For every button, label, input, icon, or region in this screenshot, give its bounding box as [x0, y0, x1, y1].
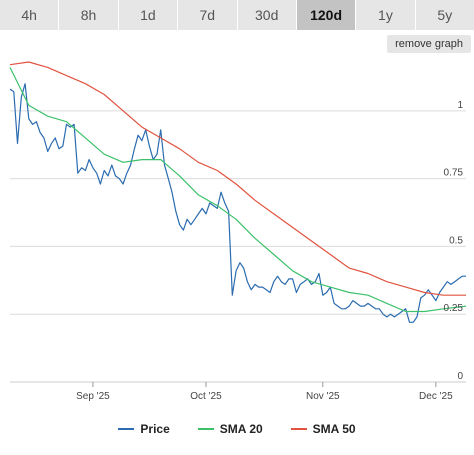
y-tick-label: 0.75 [444, 168, 464, 179]
chart-legend: Price SMA 20 SMA 50 [0, 419, 474, 439]
grid-lines [10, 110, 466, 383]
tab-1d[interactable]: 1d [118, 0, 178, 30]
legend-item-sma-20[interactable]: SMA 20 [197, 422, 263, 436]
price-chart: 0 0.25 0.5 0.75 1 Sep '25 Oct '25 Nov '25 Dec '2… [9, 61, 467, 402]
sma-20-line [9, 67, 467, 313]
price-line [9, 83, 466, 323]
legend-label-sma-50: SMA 50 [312, 422, 356, 436]
axis-ticks: 0 0.25 0.5 0.75 1 Sep '25 Oct '25 Nov '25 Dec '2… [76, 100, 463, 402]
legend-label-sma-20: SMA 20 [219, 422, 263, 436]
x-tick-label: Nov '25 [306, 391, 340, 402]
tab-4h[interactable]: 4h [0, 0, 59, 30]
tab-1y[interactable]: 1y [356, 0, 415, 30]
sma-50-line [9, 61, 466, 296]
tab-7d[interactable]: 7d [178, 0, 237, 30]
legend-item-sma-50[interactable]: SMA 50 [290, 422, 356, 436]
x-tick-label: Oct '25 [190, 391, 222, 402]
y-tick-label: 0.25 [444, 303, 464, 314]
tab-30d[interactable]: 30d [237, 0, 296, 30]
tab-120d[interactable]: 120d [296, 0, 356, 30]
legend-swatch-sma-20 [197, 428, 214, 430]
legend-swatch-sma-50 [290, 428, 307, 430]
y-tick-label: 0.5 [449, 235, 463, 246]
y-tick-label: 1 [457, 100, 463, 111]
series-lines [9, 61, 467, 323]
legend-label-price: Price [140, 422, 170, 436]
x-tick-label: Sep '25 [76, 391, 110, 402]
y-tick-label: 0 [457, 371, 463, 382]
tab-5y[interactable]: 5y [415, 0, 474, 30]
tab-8h[interactable]: 8h [59, 0, 118, 30]
x-tick-label: Dec '25 [419, 391, 453, 402]
time-range-tabs: 4h 8h 1d 7d 30d 120d 1y 5y [0, 0, 474, 30]
legend-item-price[interactable]: Price [118, 422, 170, 436]
remove-graph-button[interactable]: remove graph [387, 35, 471, 53]
legend-swatch-price [118, 428, 135, 430]
